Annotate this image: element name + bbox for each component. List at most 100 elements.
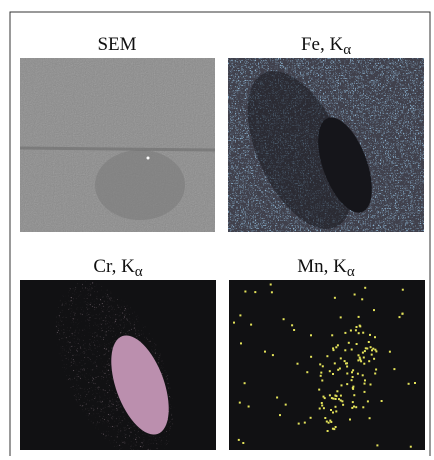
mn-dot xyxy=(242,442,244,444)
mn-dot xyxy=(264,351,266,353)
mn-dot xyxy=(349,419,351,421)
mn-dot xyxy=(250,324,252,326)
mn-dot xyxy=(239,402,241,404)
mn-dot xyxy=(369,417,371,419)
mn-dot xyxy=(326,355,328,357)
mn-dot xyxy=(244,382,246,384)
mn-dot xyxy=(367,400,369,402)
mn-dot xyxy=(414,382,416,384)
mn-dot xyxy=(306,371,308,373)
mn-dot xyxy=(238,439,240,441)
mn-map xyxy=(229,280,425,450)
cr-map xyxy=(20,264,216,460)
mn-dot xyxy=(408,383,410,385)
mn-dot xyxy=(334,395,336,397)
mn-dot xyxy=(364,391,366,393)
panel-label: Mn, Kα xyxy=(297,256,355,280)
mn-dot xyxy=(362,374,364,376)
mn-dot xyxy=(393,368,395,370)
mn-dot xyxy=(331,334,333,336)
mn-dot xyxy=(371,349,373,351)
mn-dot xyxy=(291,324,293,326)
mn-dot xyxy=(310,356,312,358)
mn-dot xyxy=(335,410,337,412)
mn-dot xyxy=(353,406,355,408)
mn-dot xyxy=(351,371,353,373)
mn-dot xyxy=(240,342,242,344)
mn-dot xyxy=(324,397,326,399)
mn-dot xyxy=(358,354,360,356)
mn-dot xyxy=(332,373,334,375)
mn-dot xyxy=(362,352,364,354)
mn-dot xyxy=(320,375,322,377)
mn-dot xyxy=(339,368,341,370)
mn-dot xyxy=(364,287,366,289)
mn-dot xyxy=(239,314,241,316)
mn-dot xyxy=(353,394,355,396)
mn-dot xyxy=(357,373,359,375)
mn-dot xyxy=(359,359,361,361)
mn-dot xyxy=(332,398,334,400)
mn-dot xyxy=(329,394,331,396)
mn-dot xyxy=(298,423,300,425)
mn-dot xyxy=(326,421,328,423)
mn-dot xyxy=(335,346,337,348)
mn-dot xyxy=(402,313,404,315)
mn-dot xyxy=(254,291,256,293)
mn-dot xyxy=(362,406,364,408)
mn-dot xyxy=(344,349,346,351)
mn-dot xyxy=(351,379,353,381)
mn-dot xyxy=(356,343,358,345)
sem-image xyxy=(20,58,215,232)
mn-dot xyxy=(322,365,324,367)
mn-dot xyxy=(244,291,246,293)
mn-dot xyxy=(352,376,354,378)
mn-dot xyxy=(410,446,412,448)
panel-label: Cr, Kα xyxy=(93,256,142,280)
mn-dot xyxy=(351,349,353,351)
figure: SEM Fe, Kα Cr, Kα Mn, Kα xyxy=(0,0,434,460)
panel-label: Fe, Kα xyxy=(301,34,351,58)
mn-dot xyxy=(332,412,334,414)
mn-dot xyxy=(374,373,376,375)
mn-dot xyxy=(346,366,348,368)
mn-dot xyxy=(363,363,365,365)
mn-dot xyxy=(402,289,404,291)
mn-dot xyxy=(381,400,383,402)
mn-dot xyxy=(297,363,299,365)
mn-dot xyxy=(335,406,337,408)
mn-dot xyxy=(346,383,348,385)
mn-dot xyxy=(364,350,366,352)
mn-dot xyxy=(276,397,278,399)
mn-dot xyxy=(283,318,285,320)
mn-dot xyxy=(376,444,378,446)
mn-dot xyxy=(233,322,235,324)
mn-dot xyxy=(319,363,321,365)
mn-dot xyxy=(352,401,354,403)
mn-dot xyxy=(368,341,370,343)
mn-dot xyxy=(321,380,323,382)
mn-dot xyxy=(310,417,312,419)
mn-dot xyxy=(366,348,368,350)
mn-dot xyxy=(334,362,336,364)
mn-dot xyxy=(318,389,320,391)
mn-dot xyxy=(270,284,272,286)
mn-dot xyxy=(341,400,343,402)
mn-dot xyxy=(320,372,322,374)
mn-dot xyxy=(370,346,372,348)
mn-dot xyxy=(328,422,330,424)
mn-dot xyxy=(272,354,274,356)
mn-dot xyxy=(330,409,332,411)
mn-dot xyxy=(363,357,365,359)
mn-dot xyxy=(359,325,361,327)
mn-dot xyxy=(358,332,360,334)
mn-dot xyxy=(332,347,334,349)
page: {"panels": [ {"name": "SEM"}, {"name": "… xyxy=(0,0,434,460)
mn-dot xyxy=(321,405,323,407)
mn-dot xyxy=(355,329,357,331)
mn-dot xyxy=(354,294,356,296)
mn-dot xyxy=(304,422,306,424)
mn-dot xyxy=(344,332,346,334)
mn-dot xyxy=(248,406,250,408)
mn-dot xyxy=(293,329,295,331)
